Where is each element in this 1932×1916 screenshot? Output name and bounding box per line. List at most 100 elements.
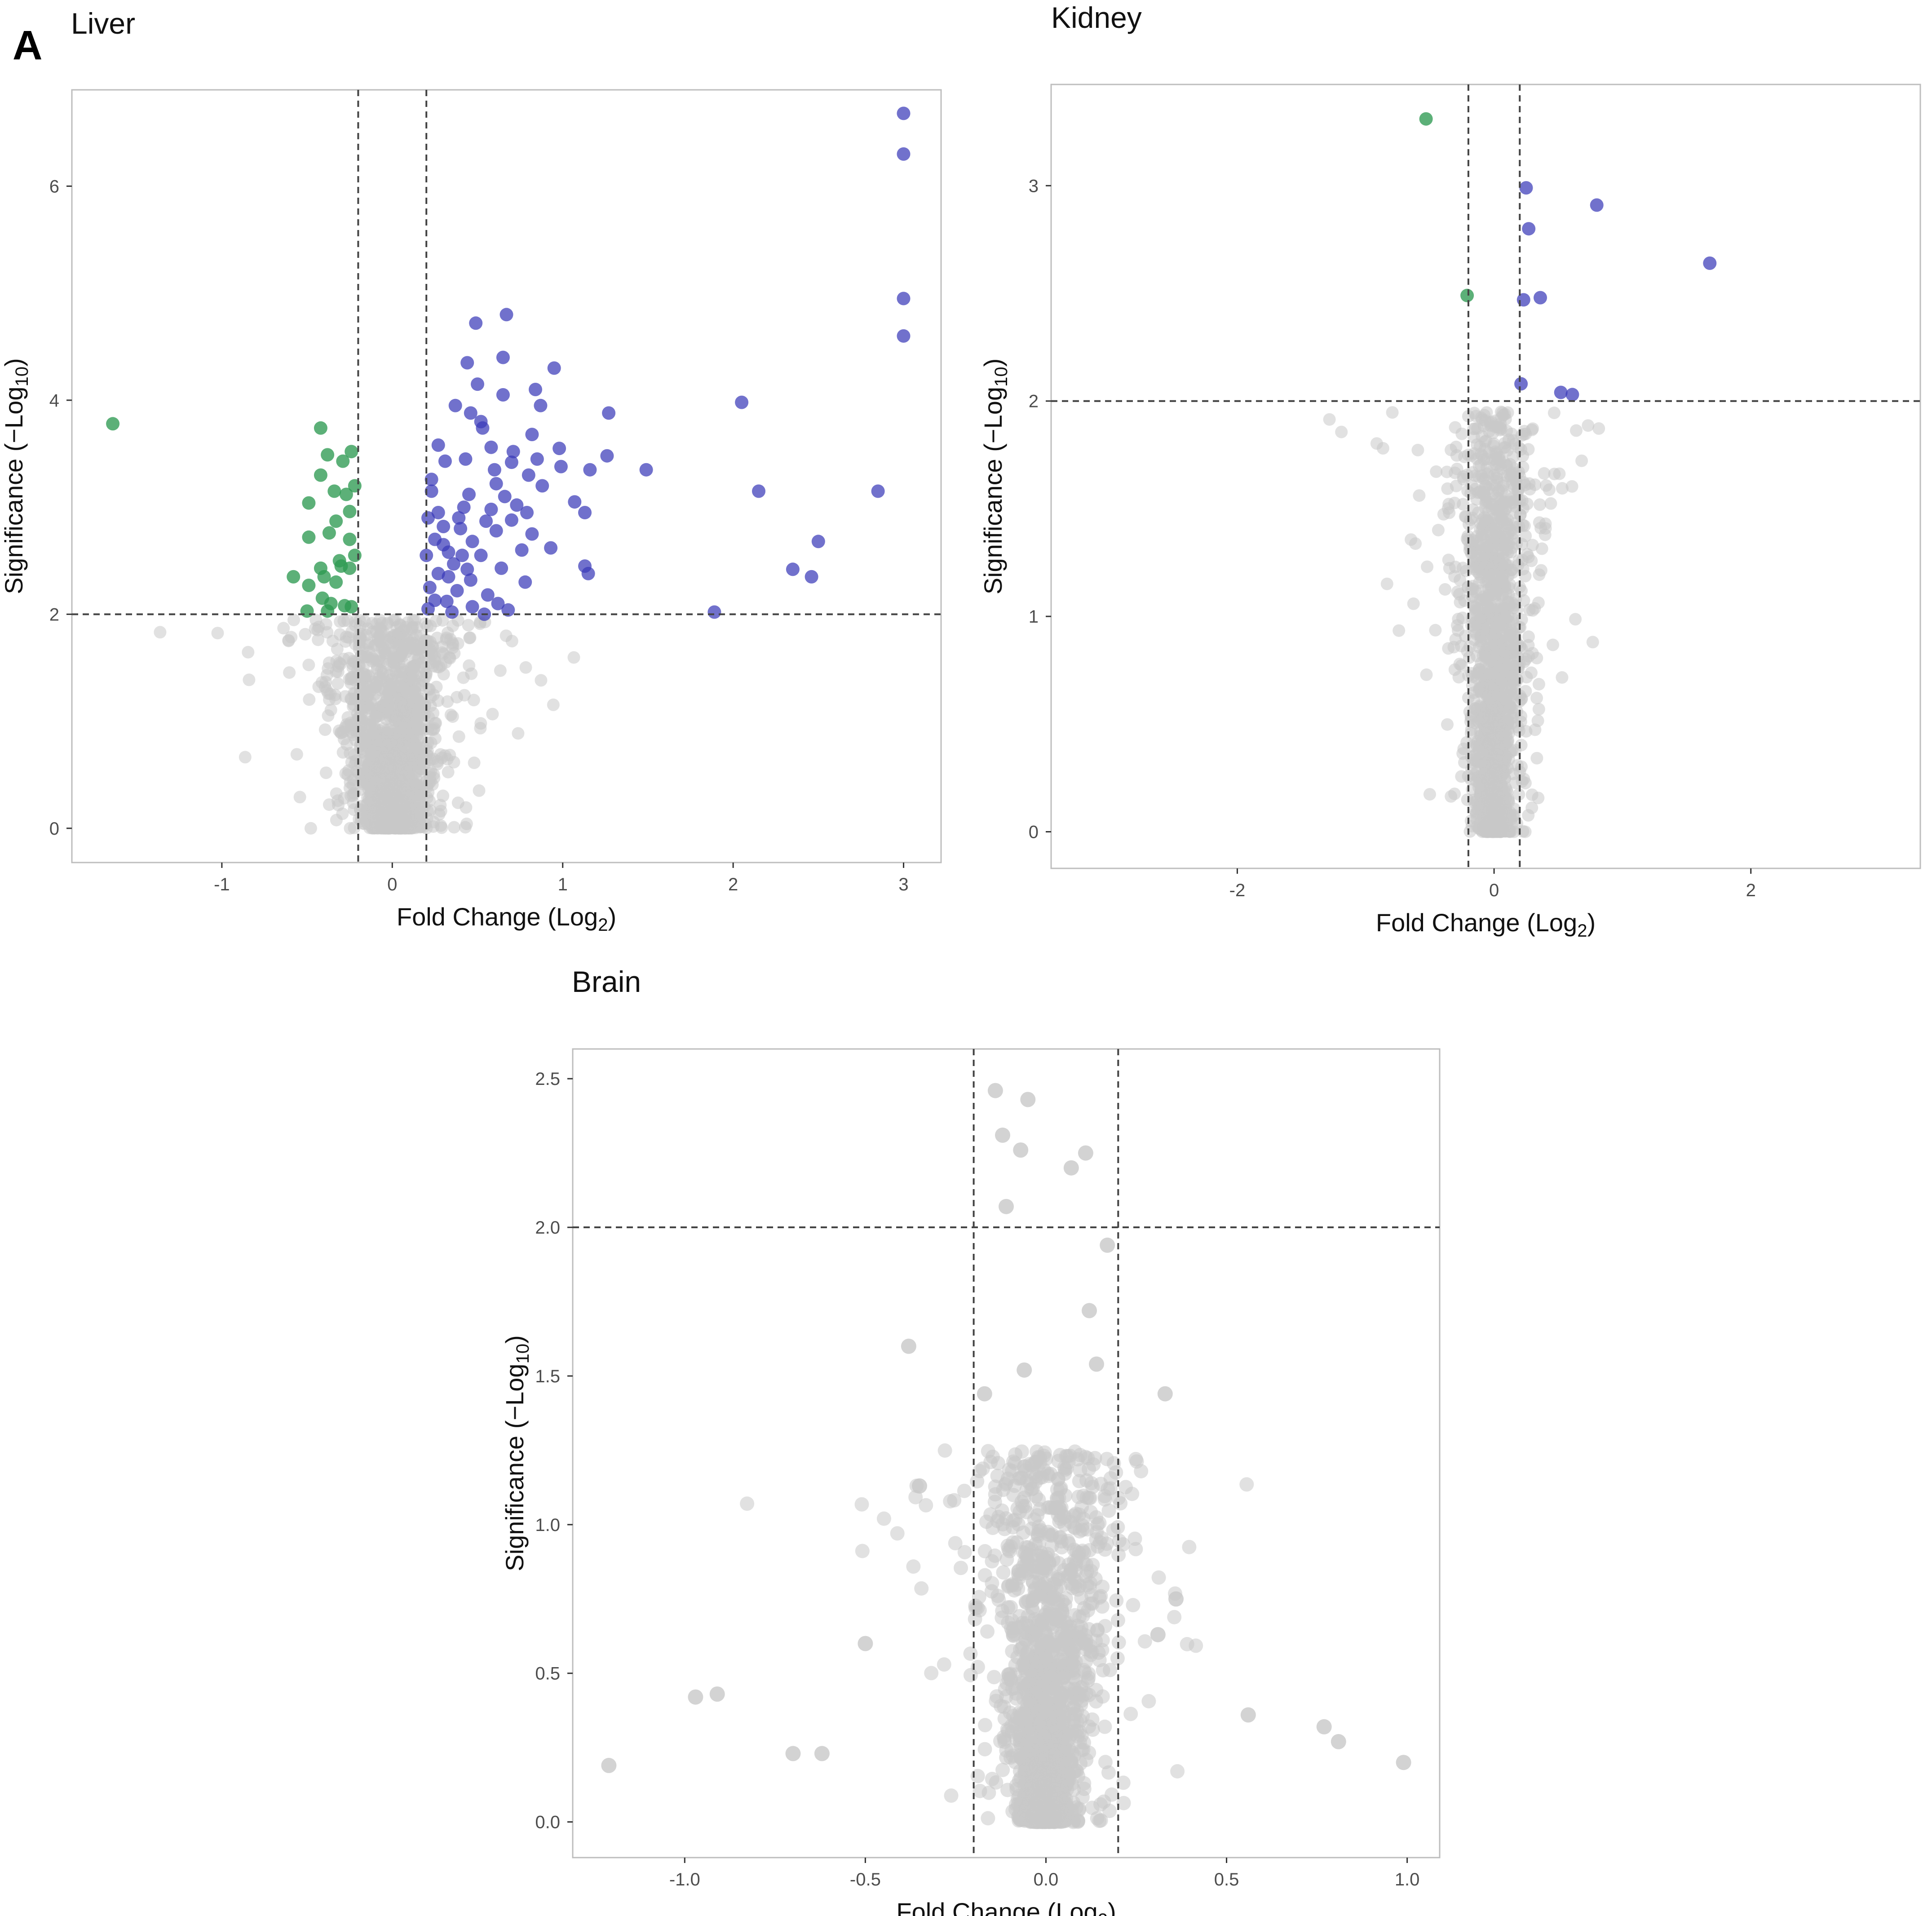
kidney-bg-point <box>1323 413 1336 426</box>
liver-down-point <box>314 421 327 435</box>
brain-bg-point <box>1113 1496 1128 1511</box>
kidney-bg-point <box>1450 479 1463 492</box>
liver-up-point <box>431 438 445 452</box>
brain-bg-point <box>1116 1796 1131 1810</box>
kidney-up-point <box>1554 385 1568 399</box>
kidney-bg-point <box>1465 583 1478 596</box>
brain-bg-point <box>1151 1570 1166 1585</box>
brain-bg-point <box>1006 1454 1021 1469</box>
liver-up-point <box>510 498 524 512</box>
brain-bg-point <box>1025 1593 1040 1608</box>
liver-down-point <box>336 454 350 468</box>
liver-bg-point <box>417 674 430 687</box>
liver-down-point <box>345 445 358 459</box>
brain-bg-point <box>978 1718 992 1733</box>
liver-up-point <box>547 361 561 375</box>
kidney-bg-point <box>1570 424 1583 437</box>
kidney-bg-point <box>1540 479 1552 492</box>
liver-x-axis-label-text: Fold Change (Log <box>397 903 598 931</box>
liver-y-axis-label: Significance (−Log10) <box>0 358 32 594</box>
liver-bg-point <box>473 784 486 797</box>
liver-down-point <box>348 549 362 562</box>
kidney-bg-point <box>1497 728 1510 740</box>
brain-bg-point <box>1101 1503 1116 1518</box>
brain-bg-point <box>977 1544 992 1558</box>
liver-bg-point <box>426 640 439 652</box>
brain-bg-point <box>1072 1507 1087 1522</box>
liver-bg-point <box>277 622 290 635</box>
liver-up-point <box>707 605 721 619</box>
brain-bg-point <box>1014 1444 1029 1459</box>
liver-bg-point <box>452 730 465 743</box>
liver-bg-point <box>403 715 416 728</box>
brain-bg-point <box>972 1603 987 1618</box>
liver-x-axis-label-sub: 2 <box>598 915 608 935</box>
liver-bg-point <box>239 751 252 764</box>
kidney-bg-point <box>1506 566 1519 579</box>
brain-bg-point <box>957 1483 972 1498</box>
liver-bg-point <box>519 661 532 674</box>
kidney-bg-point <box>1469 621 1481 633</box>
kidney-bg-point <box>1442 553 1455 566</box>
liver-bg-point <box>371 662 384 675</box>
liver-bg-point <box>397 699 410 712</box>
kidney-y-axis-label-sub: 10 <box>991 367 1011 387</box>
liver-bg-point <box>293 791 306 804</box>
kidney-bg-point <box>1486 588 1499 601</box>
liver-bg-point <box>436 614 449 627</box>
brain-bg-point <box>914 1581 929 1596</box>
liver-up-point <box>423 580 437 594</box>
brain-bg-point <box>1103 1663 1117 1677</box>
panel-label: A <box>13 22 42 68</box>
liver-bg-point <box>416 722 429 735</box>
kidney-bg-point <box>1470 703 1483 716</box>
brain-bg-point <box>1078 1665 1092 1680</box>
liver-title: Liver <box>71 7 135 40</box>
kidney-bg-point <box>1517 594 1530 607</box>
liver-up-point <box>522 468 535 482</box>
kidney-bg-point <box>1547 638 1559 651</box>
liver-bg-point <box>465 667 478 680</box>
kidney-bg-point <box>1463 825 1477 838</box>
liver-bg-point <box>370 711 383 724</box>
liver-up-point <box>437 520 451 533</box>
liver-up-point <box>464 573 477 587</box>
brain-bg-point <box>1041 1469 1056 1483</box>
kidney-bg-point <box>1469 469 1482 482</box>
liver-up-point <box>600 449 614 463</box>
liver-up-point <box>471 377 484 391</box>
liver-bg-point <box>427 659 439 673</box>
liver-x-tick-label: -1 <box>214 875 230 894</box>
liver-bg-point <box>446 710 459 723</box>
brain-bg-point <box>1126 1598 1141 1612</box>
kidney-up-point <box>1534 291 1547 305</box>
liver-bg-point <box>357 651 370 664</box>
kidney-bg-point <box>1556 671 1569 684</box>
kidney-bg-point <box>1386 406 1399 419</box>
kidney-bg-point <box>1539 517 1552 530</box>
liver-x-tick-label: 0 <box>387 875 397 894</box>
liver-bg-point <box>369 639 382 652</box>
liver-down-point <box>302 530 316 544</box>
liver-x-tick-label: 2 <box>728 875 738 894</box>
liver-bg-point <box>374 774 387 787</box>
liver-bg-point <box>345 625 358 638</box>
brain-bg-point <box>985 1554 999 1569</box>
liver-up-point <box>496 388 510 402</box>
liver-bg-point <box>290 748 303 761</box>
kidney-bg-point <box>1532 678 1545 690</box>
liver-bg-point <box>323 798 336 811</box>
liver-y-tick-label: 4 <box>49 391 59 411</box>
liver-down-point <box>321 604 335 618</box>
brain-bg-point <box>919 1498 933 1513</box>
liver-bg-point <box>467 694 480 707</box>
liver-up-point <box>465 600 479 614</box>
liver-bg-point <box>311 624 324 637</box>
liver-up-point <box>484 440 498 454</box>
kidney-bg-point <box>1442 498 1455 511</box>
liver-down-point <box>343 561 357 575</box>
liver-bg-point <box>432 694 445 707</box>
brain-bg-point <box>1021 1609 1035 1624</box>
kidney-bg-point <box>1516 461 1530 474</box>
kidney-bg-point <box>1479 502 1492 514</box>
